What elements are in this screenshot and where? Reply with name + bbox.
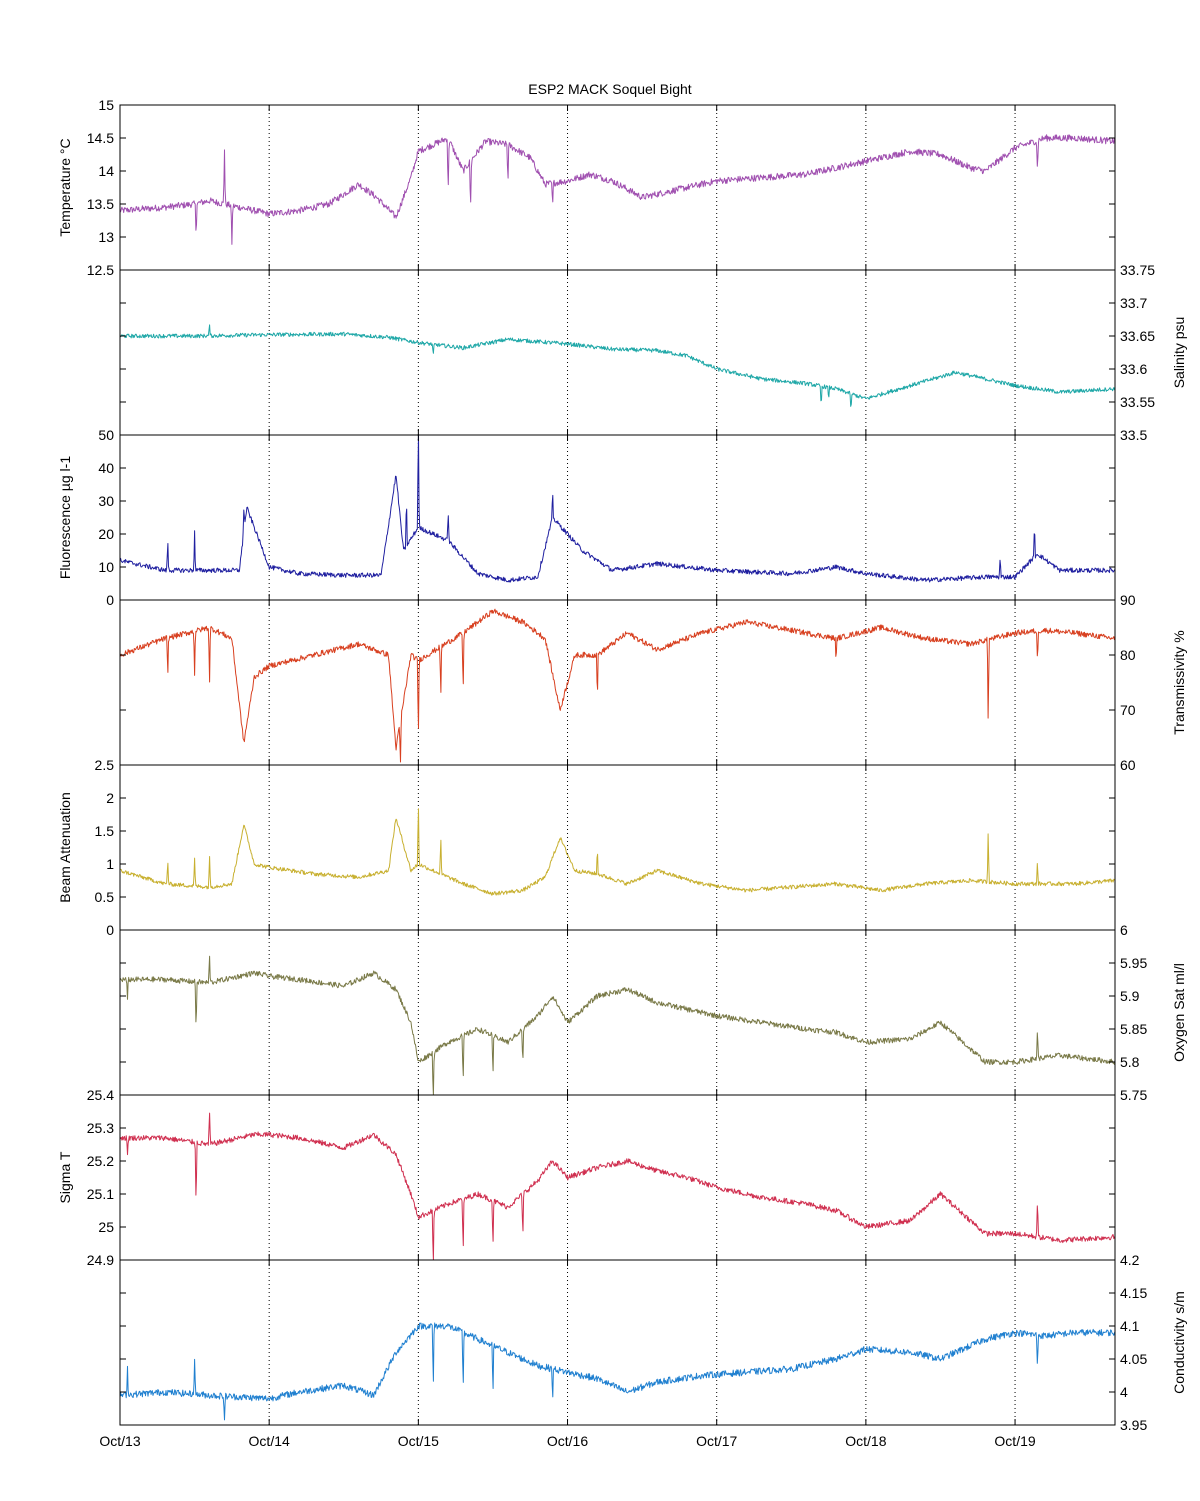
y-tick-label: 25.3 (87, 1120, 114, 1136)
panel-8: 3.95 4 4.05 4.1 4.15 4.2 Conductivity s/m (119, 1252, 1187, 1433)
y-tick-label: 4.2 (1120, 1252, 1140, 1268)
y-tick-label: 15 (98, 97, 114, 113)
y-tick-label: 20 (98, 526, 114, 542)
chart-title: ESP2 MACK Soquel Bight (528, 81, 692, 97)
x-tick-label: Oct/17 (696, 1433, 737, 1449)
series-line (119, 608, 1116, 763)
y-tick-label: 4.05 (1120, 1351, 1147, 1367)
series-line (119, 1112, 1116, 1261)
y-tick-label: 1 (106, 856, 114, 872)
panel-6: 5.75 5.8 5.85 5.9 5.95 6 Oxygen Sat ml/l (119, 922, 1187, 1103)
y-tick-label: 33.6 (1120, 361, 1147, 377)
series-line (119, 134, 1116, 245)
y-axis-label: Transmissivity % (1171, 630, 1187, 735)
y-tick-label: 12.5 (87, 262, 114, 278)
y-tick-label: 5.85 (1120, 1021, 1147, 1037)
panel-5: 0 0.5 1 1.5 2 2.5 Beam Attenuation (57, 757, 1116, 938)
panel-frame (119, 1259, 1116, 1426)
y-tick-label: 6 (1120, 922, 1128, 938)
y-tick-label: 24.9 (87, 1252, 114, 1268)
x-tick-label: Oct/14 (249, 1433, 290, 1449)
y-tick-label: 40 (98, 460, 114, 476)
y-tick-label: 4.15 (1120, 1285, 1147, 1301)
y-axis-label: Fluorescence µg l-1 (57, 456, 73, 579)
x-axis: Oct/13 Oct/14 Oct/15 Oct/16 Oct/17 Oct/18 Oct/… (99, 1433, 1036, 1449)
y-axis-label: Oxygen Sat ml/l (1171, 963, 1187, 1062)
y-tick-label: 5.95 (1120, 955, 1147, 971)
x-tick-label: Oct/15 (398, 1433, 439, 1449)
series-line (119, 955, 1116, 1096)
y-tick-label: 0.5 (95, 889, 115, 905)
y-axis-label: Conductivity s/m (1171, 1291, 1187, 1394)
y-tick-label: 14 (98, 163, 114, 179)
y-tick-label: 13 (98, 229, 114, 245)
y-tick-label: 33.55 (1120, 394, 1155, 410)
y-tick-label: 2.5 (95, 757, 115, 773)
series-line (119, 324, 1116, 407)
y-tick-label: 5.75 (1120, 1087, 1147, 1103)
x-tick-label: Oct/19 (994, 1433, 1035, 1449)
y-tick-label: 33.65 (1120, 328, 1155, 344)
y-tick-label: 60 (1120, 757, 1136, 773)
y-tick-label: 3.95 (1120, 1417, 1147, 1433)
y-tick-label: 5.8 (1120, 1054, 1140, 1070)
y-tick-label: 33.7 (1120, 295, 1147, 311)
x-tick-label: Oct/16 (547, 1433, 588, 1449)
panel-2: 33.5 33.55 33.6 33.65 33.7 33.75 Salinity psu (119, 262, 1187, 443)
y-axis-label: Temperature °C (57, 138, 73, 236)
y-tick-label: 13.5 (87, 196, 114, 212)
y-tick-label: 1.5 (95, 823, 115, 839)
panel-1: 12.5 13 13.5 14 14.5 15 Temperature °C (57, 97, 1116, 278)
series-line (119, 1322, 1116, 1421)
y-tick-label: 25 (98, 1219, 114, 1235)
y-tick-label: 10 (98, 559, 114, 575)
y-tick-label: 25.1 (87, 1186, 114, 1202)
y-tick-label: 30 (98, 493, 114, 509)
y-tick-label: 0 (106, 922, 114, 938)
y-axis-label: Beam Attenuation (57, 792, 73, 903)
y-tick-label: 50 (98, 427, 114, 443)
y-tick-label: 4.1 (1120, 1318, 1140, 1334)
series-line (119, 434, 1116, 583)
y-tick-label: 25.4 (87, 1087, 114, 1103)
y-tick-label: 5.9 (1120, 988, 1140, 1004)
y-tick-label: 90 (1120, 592, 1136, 608)
panel-7: 24.9 25 25.1 25.2 25.3 25.4 Sigma T (57, 1087, 1116, 1268)
panel-3: 0 10 20 30 40 50 Fluorescence µg l-1 (57, 427, 1116, 608)
panel-4: 60 70 80 90 Transmissivity % (119, 592, 1187, 773)
x-tick-label: Oct/18 (845, 1433, 886, 1449)
x-tick-label: Oct/13 (99, 1433, 140, 1449)
y-tick-label: 2 (106, 790, 114, 806)
y-tick-label: 4 (1120, 1384, 1128, 1400)
y-tick-label: 80 (1120, 647, 1136, 663)
y-tick-label: 33.5 (1120, 427, 1147, 443)
series-line (119, 808, 1116, 896)
y-axis-label: Sigma T (57, 1151, 73, 1203)
y-tick-label: 14.5 (87, 130, 114, 146)
y-axis-label: Salinity psu (1171, 317, 1187, 389)
y-tick-label: 33.75 (1120, 262, 1155, 278)
y-tick-label: 70 (1120, 702, 1136, 718)
y-tick-label: 0 (106, 592, 114, 608)
y-tick-label: 25.2 (87, 1153, 114, 1169)
